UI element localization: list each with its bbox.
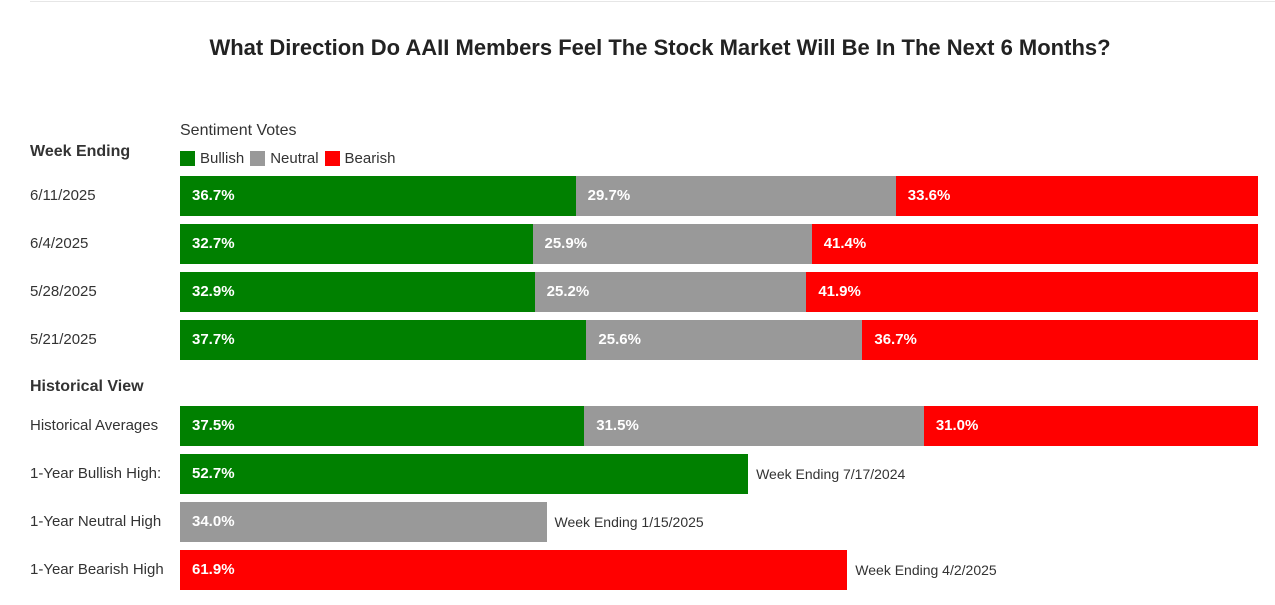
- week-row-4-neutral-segment: [586, 320, 863, 360]
- legend: Bullish Neutral Bearish: [180, 150, 401, 167]
- week-row-2-neutral-segment: [532, 224, 813, 264]
- legend-label-neutral: Neutral: [270, 150, 319, 167]
- week-row-4-bar: 37.7% 25.6% 36.7%: [180, 320, 1259, 360]
- week-row-1-bullish-value: 36.7%: [192, 187, 235, 204]
- bullish-high-label: 1-Year Bullish High:: [30, 465, 162, 482]
- week-row-2-neutral-value: 25.9%: [544, 235, 588, 252]
- week-row-3-bearish-value: 41.9%: [818, 283, 861, 300]
- week-row-3-neutral-segment: [534, 272, 807, 312]
- week-row-2-bearish-value: 41.4%: [823, 235, 867, 252]
- historical-averages-neutral-segment: [584, 406, 925, 446]
- legend-swatch-bearish: [324, 151, 340, 166]
- legend-item-bearish: Bearish: [324, 150, 396, 167]
- week-row-1-label: 6/11/2025: [30, 187, 96, 204]
- week-row-1-bullish-segment: [180, 176, 577, 216]
- week-row-1-bar: 36.7% 29.7% 33.6%: [180, 176, 1259, 216]
- week-row-2-bar: 32.7% 25.9% 41.4%: [180, 224, 1259, 264]
- week-row-4-neutral-value: 25.6%: [598, 331, 641, 348]
- neutral-high-bar: 34.0%: [180, 502, 547, 542]
- week-row-2-bearish-segment: [811, 224, 1259, 264]
- week-row-1-neutral-segment: [575, 176, 897, 216]
- week-row-1-bearish-value: 33.6%: [907, 187, 951, 204]
- bullish-high-value: 52.7%: [192, 465, 235, 482]
- week-row-3-label: 5/28/2025: [30, 283, 97, 300]
- bullish-high-date-note: Week Ending 7/17/2024: [756, 466, 906, 482]
- legend-item-bullish: Bullish: [180, 150, 244, 167]
- week-row-4-bearish-segment: [862, 320, 1259, 360]
- legend-title: Sentiment Votes: [180, 122, 297, 139]
- week-row-2-bullish-segment: [180, 224, 533, 264]
- neutral-high-date-note: Week Ending 1/15/2025: [554, 514, 704, 530]
- week-row-3-neutral-value: 25.2%: [546, 283, 590, 300]
- week-row-1-neutral-value: 29.7%: [587, 187, 631, 204]
- historical-averages-bar: 37.5% 31.5% 31.0%: [180, 406, 1259, 446]
- week-row-3-bullish-segment: [180, 272, 536, 312]
- week-row-4-bearish-value: 36.7%: [874, 331, 917, 348]
- neutral-high-label: 1-Year Neutral High: [30, 513, 162, 530]
- section-week-ending: Week Ending: [30, 143, 131, 160]
- legend-label-bearish: Bearish: [344, 150, 396, 167]
- week-row-4-bullish-value: 37.7%: [192, 331, 235, 348]
- bearish-high-bar: 61.9%: [180, 550, 848, 590]
- week-row-3-bearish-segment: [806, 272, 1259, 312]
- week-row-2-label: 6/4/2025: [30, 235, 89, 252]
- week-row-4-label: 5/21/2025: [30, 331, 97, 348]
- historical-averages-label: Historical Averages: [30, 417, 159, 434]
- bearish-high-date-note: Week Ending 4/2/2025: [855, 562, 997, 578]
- historical-averages-bullish-segment: [180, 406, 585, 446]
- historical-averages-bearish-segment: [923, 406, 1259, 446]
- week-row-3-bullish-value: 32.9%: [192, 283, 235, 300]
- legend-swatch-neutral: [250, 151, 266, 166]
- bearish-high-value: 61.9%: [192, 561, 235, 578]
- legend-swatch-bullish: [180, 151, 195, 166]
- historical-averages-bullish-value: 37.5%: [192, 417, 235, 434]
- legend-label-bullish: Bullish: [200, 150, 245, 167]
- neutral-high-value: 34.0%: [192, 513, 235, 530]
- week-row-1-bearish-segment: [895, 176, 1259, 216]
- week-row-3-bar: 32.9% 25.2% 41.9%: [180, 272, 1259, 312]
- legend-item-neutral: Neutral: [250, 150, 319, 167]
- chart-title: What Direction Do AAII Members Feel The …: [209, 35, 1111, 60]
- week-row-2-bullish-value: 32.7%: [192, 235, 235, 252]
- week-row-4-bullish-segment: [180, 320, 587, 360]
- historical-averages-bearish-value: 31.0%: [935, 417, 979, 434]
- top-divider: [30, 1, 1275, 2]
- historical-averages-neutral-value: 31.5%: [596, 417, 639, 434]
- section-historical-view: Historical View: [30, 378, 144, 395]
- bearish-high-label: 1-Year Bearish High: [30, 561, 164, 578]
- bullish-high-bar: 52.7%: [180, 454, 749, 494]
